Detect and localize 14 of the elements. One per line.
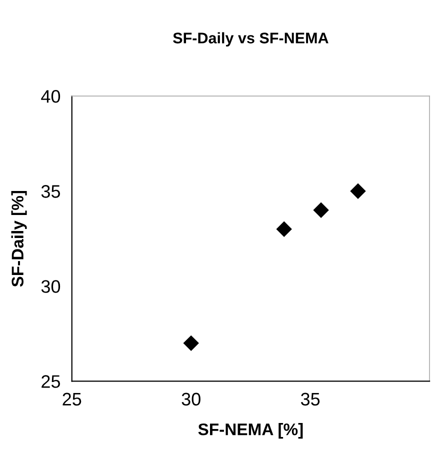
x-tick-label: 30 — [182, 392, 200, 406]
x-axis-title: SF-NEMA [%] — [198, 423, 303, 439]
chart-title: SF-Daily vs SF-NEMA — [173, 32, 328, 46]
y-tick-label: 30 — [41, 280, 60, 293]
x-tick-label: 25 — [62, 392, 82, 406]
point — [350, 184, 366, 199]
x-tick-label: 35 — [300, 392, 320, 406]
y-tick-label: 25 — [42, 375, 60, 388]
point — [276, 222, 292, 237]
point — [184, 336, 199, 351]
y-tick-label: 40 — [41, 90, 60, 103]
point — [313, 202, 329, 218]
y-axis-title: SF-Daily [%] — [11, 190, 27, 287]
y-tick-label: 35 — [41, 185, 60, 198]
